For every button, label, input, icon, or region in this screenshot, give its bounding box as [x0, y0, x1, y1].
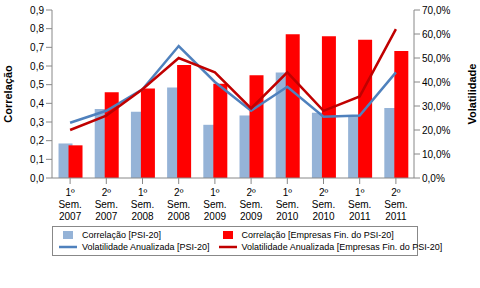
svg-text:Sem.: Sem.: [58, 199, 81, 210]
svg-text:0,6: 0,6: [30, 61, 44, 72]
svg-text:Sem.: Sem.: [167, 199, 190, 210]
svg-text:2º: 2º: [102, 187, 112, 198]
svg-text:40,0%: 40,0%: [422, 77, 450, 88]
svg-text:0,9: 0,9: [30, 5, 44, 16]
html-text:Correlação [Empresas Fin. do P: Correlação [Empresas Fin. do PSI-20]: [241, 230, 394, 240]
svg-text:2010: 2010: [312, 211, 335, 222]
svg-text:0,5: 0,5: [30, 79, 44, 90]
html-text:Volatilidade Anualizada [PSI-2: Volatilidade Anualizada [PSI-20]: [82, 242, 210, 252]
svg-text:50,0%: 50,0%: [422, 53, 450, 64]
svg-text:Sem.: Sem.: [276, 199, 299, 210]
svg-text:0,3: 0,3: [30, 117, 44, 128]
svg-text:0,7: 0,7: [30, 42, 44, 53]
svg-text:Volatilidade: Volatilidade: [466, 64, 472, 125]
svg-text:1º: 1º: [355, 187, 365, 198]
svg-text:70,0%: 70,0%: [422, 5, 450, 16]
svg-text:2010: 2010: [276, 211, 299, 222]
svg-text:2011: 2011: [385, 211, 407, 222]
svg-text:2º: 2º: [246, 187, 256, 198]
svg-text:2011: 2011: [349, 211, 371, 222]
svg-text:2009: 2009: [204, 211, 227, 222]
svg-text:2007: 2007: [59, 211, 82, 222]
svg-text:2º: 2º: [391, 187, 401, 198]
html-text:Correlação [PSI-20]: Correlação [PSI-20]: [82, 230, 161, 240]
svg-text:30,0%: 30,0%: [422, 101, 450, 112]
svg-text:Correlação: Correlação: [8, 65, 14, 123]
svg-text:10,0%: 10,0%: [422, 149, 450, 160]
svg-text:60,0%: 60,0%: [422, 29, 450, 40]
svg-text:0,2: 0,2: [30, 135, 44, 146]
svg-text:2º: 2º: [174, 187, 184, 198]
svg-text:2009: 2009: [240, 211, 263, 222]
svg-text:0,8: 0,8: [30, 23, 44, 34]
svg-text:0,0: 0,0: [30, 173, 44, 184]
svg-text:0,0%: 0,0%: [422, 173, 445, 184]
svg-text:Sem.: Sem.: [203, 199, 226, 210]
svg-text:2º: 2º: [319, 187, 329, 198]
svg-text:1º: 1º: [210, 187, 220, 198]
svg-text:Sem.: Sem.: [239, 199, 262, 210]
svg-text:Sem.: Sem.: [384, 199, 407, 210]
svg-text:1º: 1º: [283, 187, 293, 198]
svg-text:20,0%: 20,0%: [422, 125, 450, 136]
html-text:Volatilidade Anualizada [Empre: Volatilidade Anualizada [Empresas Fin. d…: [241, 242, 443, 252]
svg-text:Sem.: Sem.: [131, 199, 154, 210]
svg-text:Sem.: Sem.: [95, 199, 118, 210]
svg-text:1º: 1º: [65, 187, 75, 198]
svg-text:0,1: 0,1: [30, 154, 44, 165]
svg-text:2008: 2008: [168, 211, 191, 222]
svg-text:0,4: 0,4: [30, 98, 44, 109]
svg-text:2008: 2008: [131, 211, 154, 222]
svg-text:Sem.: Sem.: [348, 199, 371, 210]
svg-text:2007: 2007: [95, 211, 118, 222]
svg-text:Sem.: Sem.: [312, 199, 335, 210]
svg-text:1º: 1º: [138, 187, 148, 198]
